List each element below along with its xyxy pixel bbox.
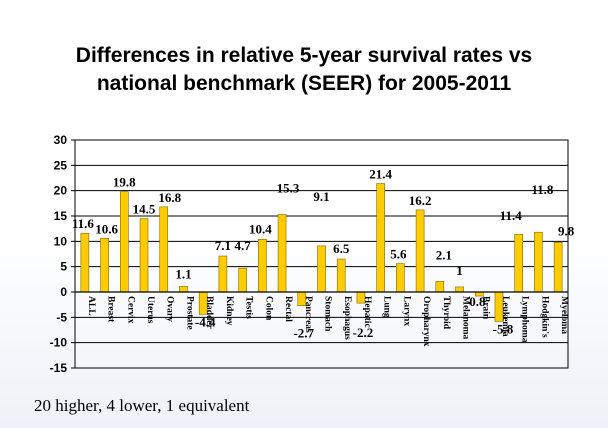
data-label: 19.8 — [113, 175, 136, 190]
x-tick-label: Breast — [106, 296, 116, 323]
bar — [258, 239, 267, 293]
y-tick-label: 10 — [54, 234, 68, 248]
bar — [396, 263, 405, 293]
bar — [455, 286, 464, 293]
x-tick-label: Kidney — [224, 296, 234, 326]
data-label: -5.8 — [493, 321, 514, 336]
x-tick-label: Lung — [382, 296, 392, 318]
bar — [514, 233, 524, 293]
bar — [80, 232, 90, 293]
x-tick-label: Bladder — [204, 296, 214, 330]
x-tick-label: Oropharynx — [421, 296, 431, 347]
y-tick-label: 30 — [54, 133, 68, 147]
data-label: 15.3 — [277, 180, 300, 195]
y-tick-label: 20 — [54, 184, 68, 198]
data-label: 9.1 — [313, 189, 329, 204]
x-tick-label: Brain — [480, 296, 490, 320]
data-label: -2.7 — [293, 326, 314, 341]
x-tick-label: Esophagus — [342, 296, 352, 340]
data-label: 7.1 — [215, 238, 231, 253]
data-label: 11.8 — [531, 182, 554, 197]
bar — [277, 214, 287, 293]
data-label: 2.1 — [436, 247, 452, 262]
data-label: 10.6 — [95, 221, 118, 236]
bar — [179, 286, 188, 293]
x-tick-label: Prostate — [184, 296, 194, 330]
x-tick-label: Myeloma — [559, 296, 569, 334]
caption-text: 20 higher, 4 lower, 1 equivalent — [34, 396, 250, 415]
x-tick-label: Melanoma — [461, 296, 471, 340]
x-tick-label: Lymphoma — [520, 296, 530, 343]
title-line-2: national benchmark (SEER) for 2005-2011 — [96, 72, 512, 95]
data-label: 10.4 — [249, 221, 272, 236]
bar — [534, 231, 543, 293]
data-label: 14.5 — [133, 202, 156, 217]
x-tick-label: Pancreas — [303, 296, 313, 333]
y-tick-label: -15 — [50, 361, 68, 375]
data-label: 21.4 — [369, 167, 392, 182]
data-label: 16.8 — [158, 190, 181, 205]
bar — [218, 255, 228, 293]
title-line-1: Differences in relative 5-year survival … — [75, 44, 533, 67]
data-label: -0.8 — [465, 294, 486, 309]
x-tick-label: Larynx — [401, 296, 411, 326]
data-label: 1.1 — [175, 266, 191, 281]
x-tick-label: Leukemia — [500, 296, 510, 337]
y-tick-label: 5 — [60, 260, 67, 274]
data-label: 4.7 — [234, 238, 251, 253]
bar — [139, 218, 149, 293]
y-tick-label: 25 — [54, 158, 68, 172]
bar — [415, 209, 425, 293]
y-tick-label: -10 — [50, 336, 68, 350]
bar — [376, 183, 385, 293]
plot-frame — [74, 139, 569, 369]
data-label: 1 — [456, 263, 463, 278]
data-label: 11.6 — [72, 216, 95, 231]
x-tick-label: Ovary — [165, 296, 175, 322]
x-tick-label: Cervix — [125, 296, 135, 324]
data-label: 9.8 — [558, 223, 575, 238]
y-tick-label: 15 — [54, 209, 68, 223]
data-label: 5.6 — [390, 247, 407, 262]
y-tick-label: 0 — [60, 285, 67, 299]
page-title: Differences in relative 5-year survival … — [0, 42, 608, 98]
data-label: -4.4 — [195, 314, 216, 329]
bar — [435, 281, 445, 293]
bar — [100, 237, 109, 293]
bar — [553, 242, 563, 293]
data-label: -2.2 — [353, 325, 374, 340]
bar — [317, 245, 326, 293]
bar — [159, 206, 169, 293]
x-tick-label: Testis — [244, 296, 254, 319]
data-label: 11.4 — [500, 208, 523, 223]
x-tick-label: Thyroid — [441, 296, 451, 330]
x-tick-label: Rectal — [283, 296, 293, 322]
bar — [336, 258, 346, 293]
x-tick-label: ALL — [86, 296, 96, 316]
x-tick-label: Hepatic — [362, 296, 372, 328]
y-tick-label: -5 — [56, 310, 67, 324]
x-tick-label: Uterus — [145, 296, 155, 324]
data-label: 16.2 — [409, 193, 432, 208]
x-tick-label: Colon — [263, 296, 273, 321]
x-tick-label: Hodgkin's — [539, 296, 549, 338]
data-label: 6.5 — [333, 241, 350, 256]
bar — [120, 191, 129, 293]
x-tick-label: Stomach — [323, 296, 333, 332]
bar — [238, 267, 247, 293]
